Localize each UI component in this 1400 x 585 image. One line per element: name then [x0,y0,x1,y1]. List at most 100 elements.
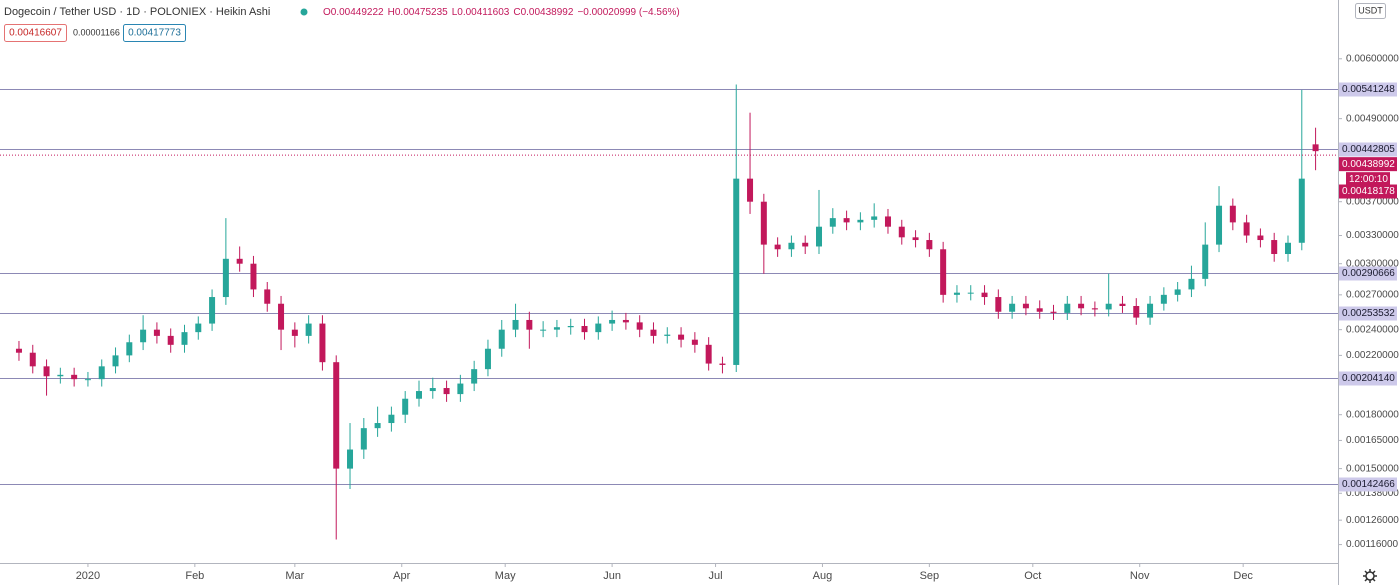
candle-body [1147,303,1154,318]
countdown: 12:00:10 [1349,174,1388,185]
candle-body [415,391,422,399]
ohlc-value: 0.00449222 [331,7,384,18]
bid-box[interactable] [4,24,67,42]
candle-body [747,178,754,202]
candle-body [347,449,354,469]
ask-box[interactable] [123,24,186,42]
gear-teeth[interactable] [1363,569,1377,583]
x-tick-label: Jul [709,570,723,582]
candle-body [636,322,643,330]
candle-body [153,329,160,336]
candle-body [15,348,22,353]
candle-body [1160,294,1167,304]
y-tick-label: 0.00370000 [1346,196,1399,207]
candle-body [1257,235,1264,241]
y-tick-label: 0.00270000 [1346,289,1399,300]
candle-body [429,388,436,392]
candle-body [1202,244,1209,279]
candle-body [98,366,105,380]
candle-body [195,323,202,333]
y-tick-label: 0.00126000 [1346,515,1399,526]
level-label-box [1339,82,1397,97]
candle-body [71,374,78,380]
x-tick-label: Nov [1130,570,1150,582]
ohlc-label: H [388,7,395,18]
candle-body [112,355,119,367]
candle-body [995,297,1002,312]
candle-body [829,218,836,227]
candle-body [967,292,974,294]
candle-body [484,348,491,370]
ohlc-label: C [513,7,520,18]
level-label: 0.00253532 [1342,308,1395,319]
candle-body [457,383,464,395]
last-price-label: 0.00438992 [1342,159,1395,170]
candle-body [29,352,36,367]
settings-icon[interactable] [1363,569,1377,583]
low-marker-box [1339,184,1397,199]
candle-body [622,319,629,323]
x-tick-label: Apr [393,570,410,582]
candle-body [719,363,726,365]
candle-body [733,178,740,365]
level-label-box [1339,266,1397,281]
candle-body [264,289,271,304]
x-tick-label: Dec [1233,570,1253,582]
candle-body [1271,240,1278,255]
candle-body [940,249,947,295]
candle-body [609,319,616,324]
candle-body [981,292,988,298]
candle-body [1174,289,1181,295]
candle-body [760,201,767,245]
last-price-box [1339,157,1397,172]
x-tick-label: Feb [185,570,204,582]
level-label: 0.00442805 [1342,144,1395,155]
candle-body [209,297,216,324]
ohlc-label: O [323,7,331,18]
y-tick-label: 0.00330000 [1346,230,1399,241]
candle-body [402,398,409,415]
candle-body [705,344,712,364]
currency[interactable]: USDT [1358,5,1383,15]
candle-body [471,369,478,384]
x-tick-label: Aug [813,570,833,582]
candle-body [871,216,878,220]
y-tick-label: 0.00220000 [1346,350,1399,361]
candle-body [1188,278,1195,290]
x-tick-label: Oct [1024,570,1041,582]
ohlc-value: 0.00438992 [521,7,574,18]
candle-body [374,423,381,429]
candle-body [774,244,781,250]
candle-body [816,226,823,247]
candle-body [1105,303,1112,310]
level-label-box [1339,371,1397,386]
level-label: 0.00290666 [1342,268,1395,279]
candle-body [1284,242,1291,255]
candle-body [278,303,285,330]
candle-body [388,414,395,424]
candle-body [1243,222,1250,236]
candle-body [1078,303,1085,309]
bid-price[interactable]: 0.00416607 [9,28,62,39]
plot-area [0,84,1338,540]
candle-body [360,428,367,450]
ask-price[interactable]: 0.00417773 [128,28,181,39]
spread: 0.00001166 [73,27,120,37]
candle-body [843,218,850,223]
x-tick-label: Sep [920,570,940,582]
candle-body [567,325,574,328]
y-tick-label: 0.00180000 [1346,409,1399,420]
x-tick-label: 2020 [76,570,100,582]
candle-body [305,323,312,336]
candle-body [1119,303,1126,307]
y-tick-label: 0.00165000 [1346,435,1399,446]
candle-body [84,379,91,381]
currency-box[interactable] [1355,3,1386,19]
candle-body [498,329,505,349]
candle-body [595,323,602,333]
candle-body [181,332,188,345]
level-label: 0.00142466 [1342,479,1395,490]
candle-body [691,339,698,345]
x-tick-label: Mar [285,570,304,582]
